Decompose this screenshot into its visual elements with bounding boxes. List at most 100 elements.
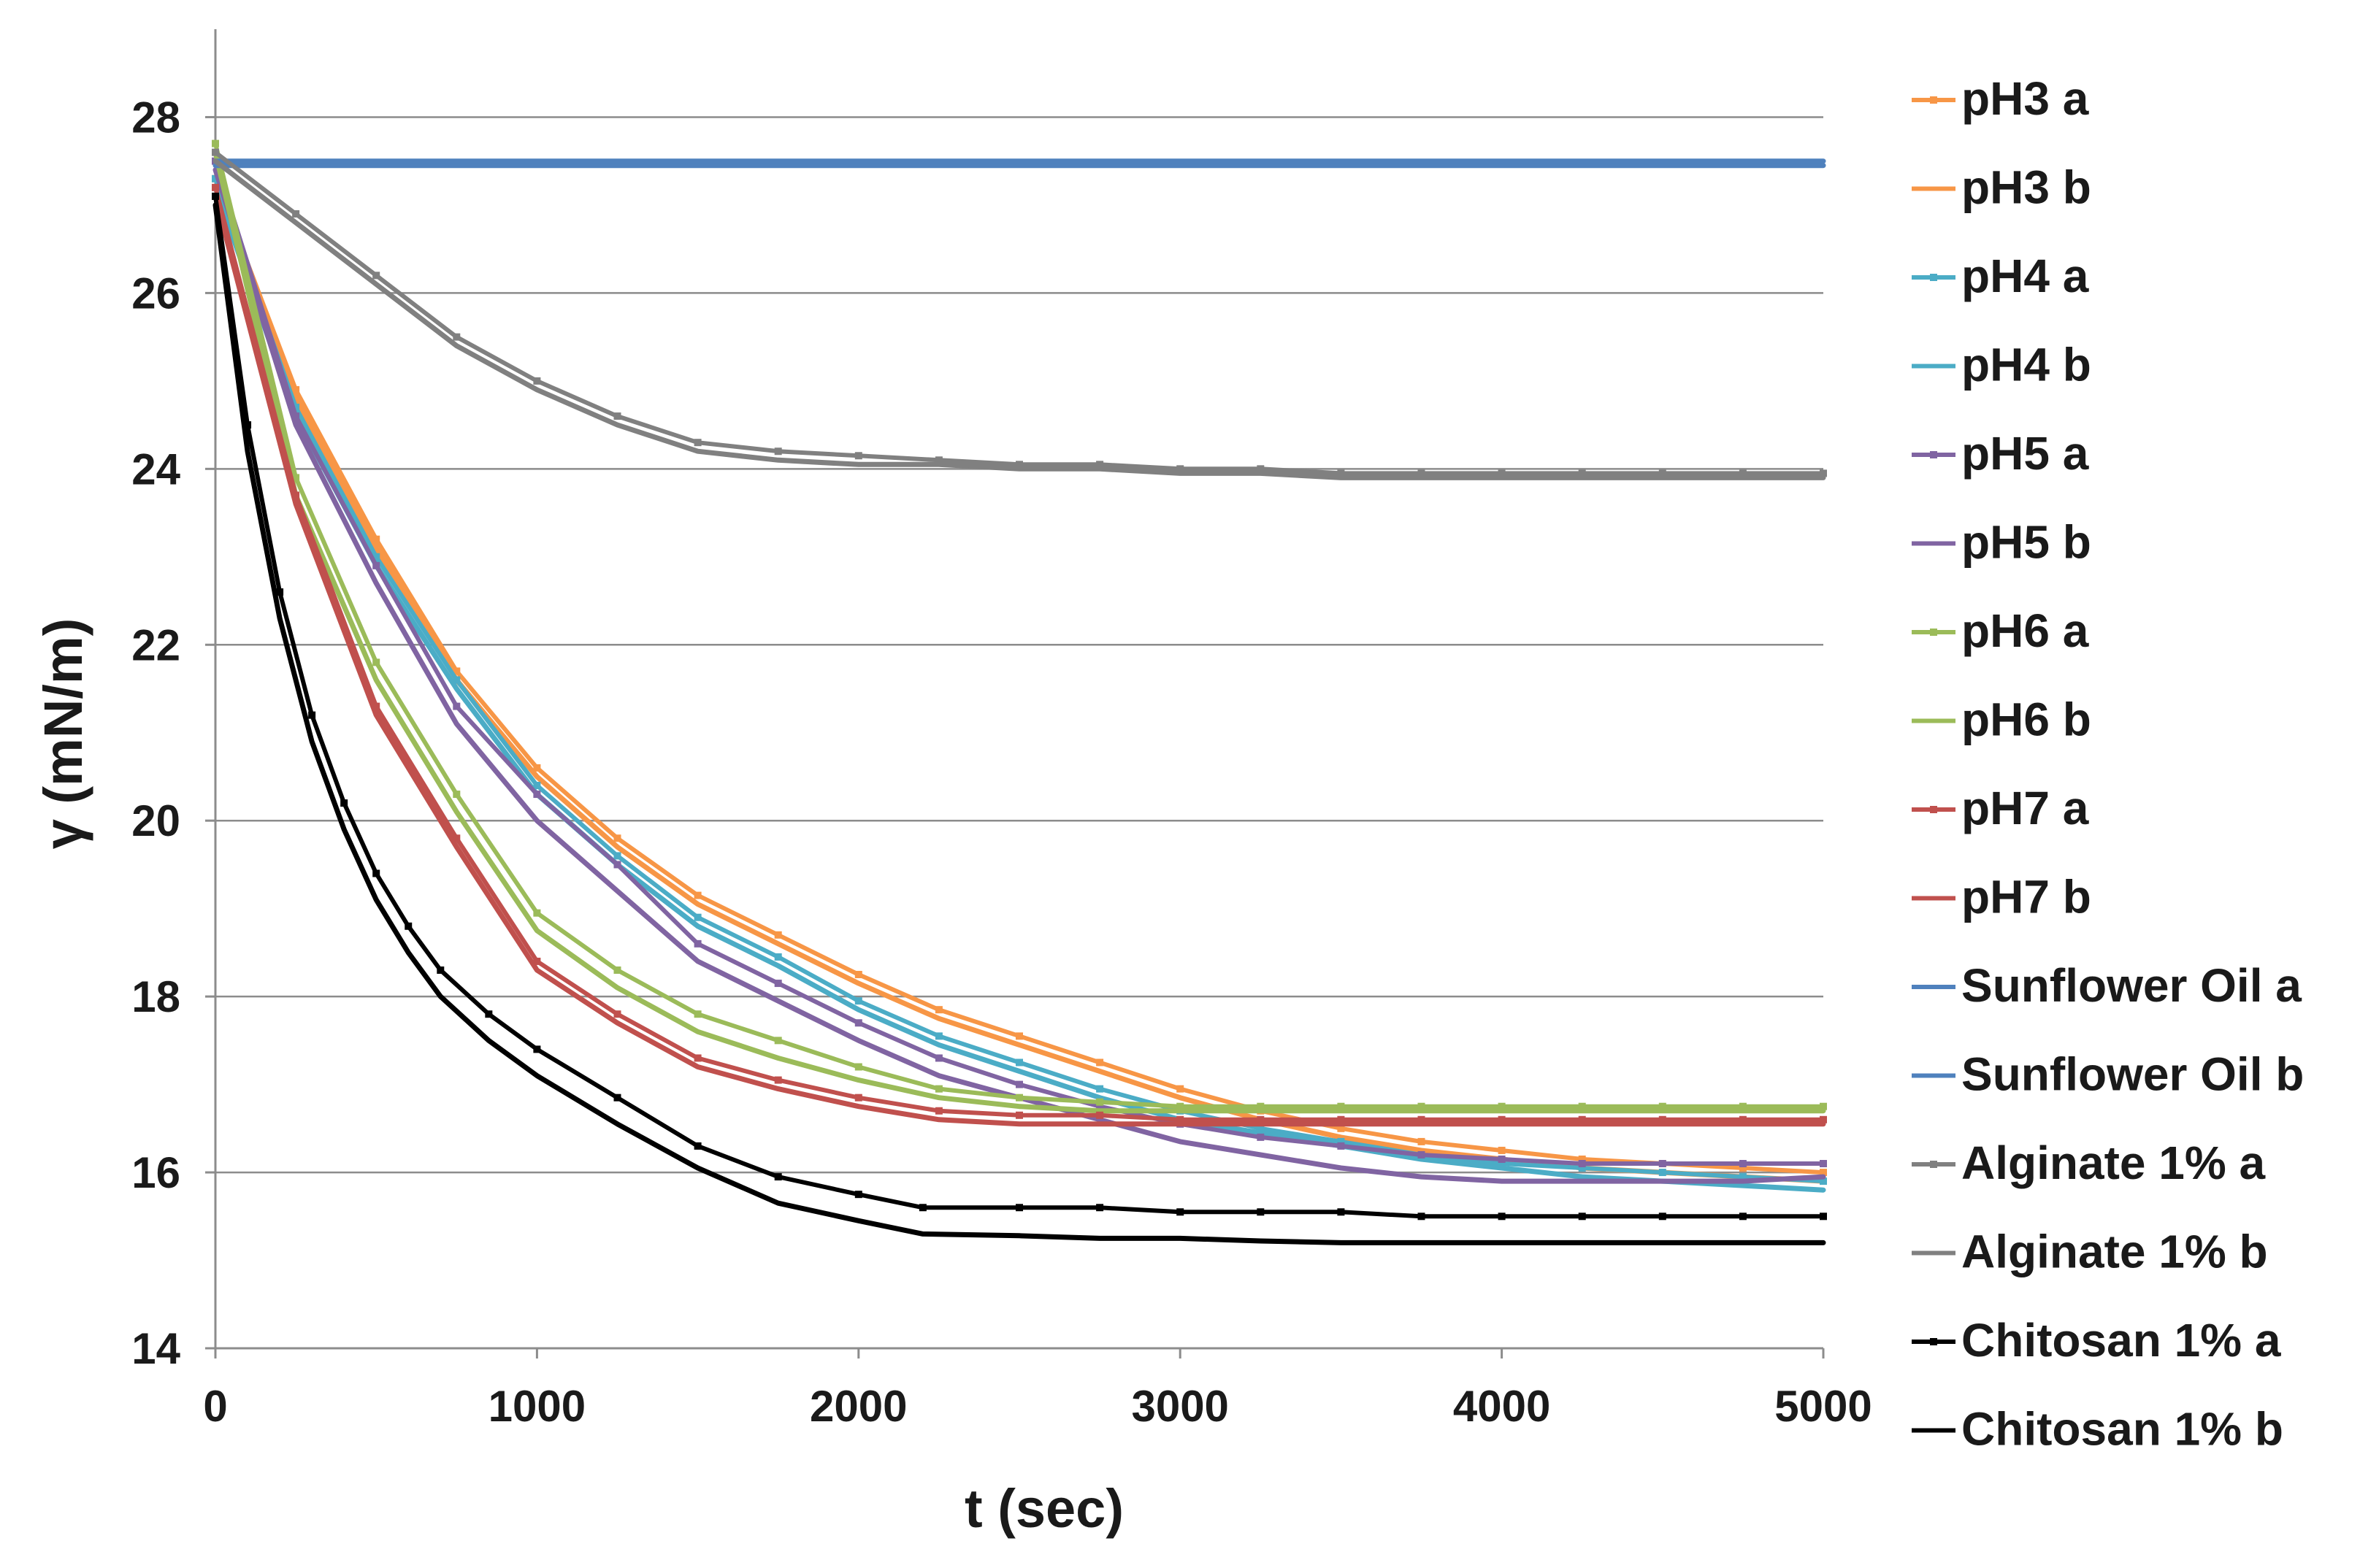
legend-item-ph4-b[interactable]: pH4 b <box>1912 339 2091 391</box>
legend-label: pH3 b <box>1961 161 2091 214</box>
legend-item-ph3-a[interactable]: pH3 a <box>1912 72 2089 125</box>
data-point <box>372 272 380 280</box>
data-point <box>1257 465 1265 473</box>
series-line-alginate-1-b <box>212 158 1826 480</box>
data-point <box>212 192 219 200</box>
y-axis-title: γ (mN/m) <box>33 618 93 850</box>
data-point <box>1337 1124 1345 1132</box>
data-point <box>1417 1212 1425 1221</box>
legend-marker <box>1930 1161 1937 1168</box>
legend-item-ph5-a[interactable]: pH5 a <box>1912 427 2089 480</box>
data-point <box>1016 1080 1023 1088</box>
data-point <box>1016 461 1023 469</box>
data-point <box>1417 1150 1425 1158</box>
data-point <box>1578 1212 1586 1221</box>
data-point <box>1498 1212 1506 1221</box>
legend-label: Alginate 1% a <box>1961 1137 2266 1189</box>
legend-item-ph6-b[interactable]: pH6 b <box>1912 693 2091 746</box>
data-point <box>1820 1169 1827 1177</box>
legend-marker <box>1930 96 1937 104</box>
data-point <box>774 1076 782 1084</box>
y-tick-label: 20 <box>131 796 180 845</box>
legend-label: pH7 b <box>1961 871 2091 923</box>
gridlines <box>215 116 1823 1174</box>
data-point <box>453 791 461 799</box>
legend-marker <box>1930 451 1937 458</box>
data-point <box>1337 1115 1345 1123</box>
legend-item-ph6-a[interactable]: pH6 a <box>1912 604 2089 657</box>
legend-item-ph5-b[interactable]: pH5 b <box>1912 516 2091 569</box>
legend-item-sunflower-oil-b[interactable]: Sunflower Oil b <box>1912 1048 2304 1101</box>
legend-label: pH3 a <box>1961 72 2089 125</box>
legend-label: pH5 b <box>1961 516 2091 569</box>
data-point <box>1176 1102 1184 1110</box>
data-point <box>774 1173 782 1181</box>
data-point <box>854 1019 862 1027</box>
legend-label: Alginate 1% b <box>1961 1226 2268 1278</box>
data-point <box>613 861 621 869</box>
data-point <box>694 939 702 948</box>
data-point <box>292 412 300 420</box>
legend-marker <box>1930 1338 1937 1345</box>
series-ph7-a <box>212 183 1827 1123</box>
y-tick-label: 28 <box>131 93 180 142</box>
data-point <box>292 210 300 218</box>
legend[interactable]: pH3 a pH3 b pH4 a pH4 b pH5 a pH5 b pH6 a pH6 b… <box>1912 72 2304 1456</box>
legend-label: pH4 b <box>1961 339 2091 391</box>
legend-marker <box>1930 806 1937 813</box>
legend-item-sunflower-oil-a[interactable]: Sunflower Oil a <box>1912 959 2302 1012</box>
x-axis-title: t (sec) <box>965 1478 1124 1539</box>
data-point <box>308 711 316 719</box>
data-point <box>292 385 300 393</box>
data-point <box>1739 1212 1747 1221</box>
data-point <box>1016 1204 1023 1212</box>
data-point <box>1096 1058 1104 1067</box>
data-point <box>453 667 461 675</box>
data-point <box>935 1085 943 1093</box>
legend-item-alginate-1-b[interactable]: Alginate 1% b <box>1912 1226 2268 1278</box>
legend-item-chitosan-1-a[interactable]: Chitosan 1% a <box>1912 1314 2281 1367</box>
legend-item-ph7-a[interactable]: pH7 a <box>1912 782 2089 834</box>
x-tick-label: 5000 <box>1774 1382 1872 1431</box>
data-point <box>372 869 380 877</box>
data-point <box>1498 1146 1506 1154</box>
data-point <box>935 1054 943 1062</box>
data-point <box>613 1010 621 1018</box>
data-point <box>533 1045 541 1053</box>
series-chitosan-1-b <box>212 202 1826 1245</box>
y-tick-label: 26 <box>131 269 180 318</box>
data-point <box>1498 1115 1506 1123</box>
data-point <box>1337 1142 1345 1150</box>
data-point <box>774 1037 782 1045</box>
data-point <box>613 1094 621 1102</box>
data-point <box>1096 1111 1104 1119</box>
data-point <box>854 452 862 460</box>
legend-item-chitosan-1-b[interactable]: Chitosan 1% b <box>1912 1403 2283 1456</box>
legend-item-ph3-b[interactable]: pH3 b <box>1912 161 2091 214</box>
data-point <box>1257 1115 1265 1123</box>
data-point <box>533 782 541 790</box>
series-alginate-1-b <box>212 158 1826 480</box>
data-point <box>694 1142 702 1150</box>
legend-item-ph7-b[interactable]: pH7 b <box>1912 871 2091 923</box>
data-point <box>1739 469 1747 477</box>
data-point <box>372 702 380 710</box>
data-point <box>854 1191 862 1199</box>
series-line-ph4-b <box>212 185 1826 1193</box>
data-point <box>1016 1058 1023 1067</box>
series-chitosan-1-a <box>212 192 1827 1221</box>
legend-item-ph4-a[interactable]: pH4 a <box>1912 250 2089 302</box>
legend-label: Sunflower Oil a <box>1961 959 2302 1012</box>
x-tick-label: 1000 <box>489 1382 586 1431</box>
legend-item-alginate-1-a[interactable]: Alginate 1% a <box>1912 1137 2266 1189</box>
data-point <box>1257 1124 1265 1132</box>
data-point <box>1176 1115 1184 1123</box>
data-point <box>453 834 461 842</box>
x-tick-label: 4000 <box>1453 1382 1550 1431</box>
data-point <box>613 966 621 974</box>
legend-label: Sunflower Oil b <box>1961 1048 2304 1101</box>
data-point <box>453 676 461 684</box>
y-tick-label: 22 <box>131 620 180 669</box>
data-point <box>1739 1160 1747 1168</box>
data-point <box>1176 465 1184 473</box>
